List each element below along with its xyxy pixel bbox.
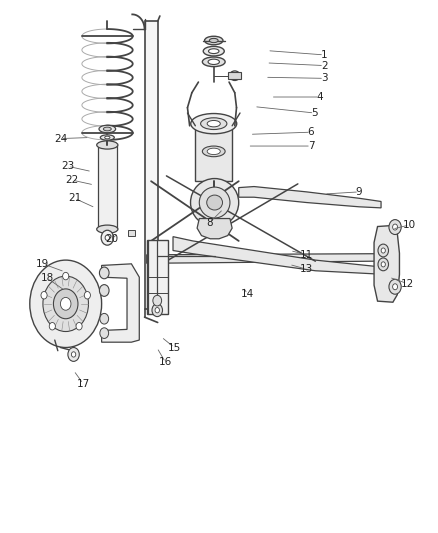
Circle shape [60,297,71,310]
Circle shape [389,220,401,235]
Circle shape [378,258,389,271]
Text: 12: 12 [401,279,414,288]
Circle shape [155,308,159,313]
Polygon shape [197,219,232,239]
Ellipse shape [205,36,223,45]
Text: 11: 11 [300,250,313,260]
Ellipse shape [230,71,240,80]
Text: 13: 13 [300,264,313,274]
Ellipse shape [202,57,225,67]
Ellipse shape [208,59,219,64]
Ellipse shape [97,225,118,233]
Ellipse shape [209,38,218,43]
Circle shape [43,276,88,332]
Circle shape [41,292,47,299]
Ellipse shape [207,195,223,210]
Text: 10: 10 [403,220,416,230]
Circle shape [152,304,162,317]
Circle shape [392,284,398,290]
Polygon shape [239,187,381,208]
Circle shape [63,272,69,280]
Text: 14: 14 [241,289,254,299]
Text: 1: 1 [321,50,328,60]
Polygon shape [98,145,117,229]
Circle shape [68,348,79,361]
Circle shape [100,313,109,324]
Circle shape [378,244,389,257]
Text: 7: 7 [307,141,314,151]
Circle shape [105,235,110,240]
Circle shape [389,279,401,294]
Ellipse shape [103,127,111,131]
Text: 15: 15 [168,343,181,352]
Ellipse shape [100,135,114,140]
Ellipse shape [199,187,230,218]
Text: 8: 8 [206,218,213,228]
Ellipse shape [105,136,110,139]
Ellipse shape [201,118,227,130]
Polygon shape [173,237,377,274]
Ellipse shape [208,49,219,54]
Circle shape [101,230,113,245]
Polygon shape [147,254,377,263]
Circle shape [392,224,398,230]
Text: 16: 16 [159,358,172,367]
Circle shape [99,285,109,296]
Text: 4: 4 [316,92,323,102]
Text: 19: 19 [36,259,49,269]
Polygon shape [228,72,241,79]
Text: 20: 20 [105,234,118,244]
Circle shape [100,328,109,338]
Ellipse shape [191,114,237,134]
Ellipse shape [202,146,225,157]
Text: 17: 17 [77,379,90,389]
Ellipse shape [99,125,116,133]
Circle shape [84,292,90,299]
Circle shape [381,248,385,253]
Text: 22: 22 [66,175,79,185]
Circle shape [30,260,102,348]
Polygon shape [195,126,232,181]
Text: 9: 9 [356,187,363,197]
Text: 21: 21 [68,193,81,203]
Text: 18: 18 [41,273,54,283]
Text: 2: 2 [321,61,328,70]
Circle shape [99,267,109,279]
Circle shape [153,295,162,306]
Ellipse shape [191,179,239,227]
Circle shape [53,289,78,319]
Ellipse shape [207,120,220,127]
Circle shape [381,262,385,267]
Polygon shape [145,21,158,309]
Text: 5: 5 [311,108,318,118]
Ellipse shape [207,148,220,155]
Text: 6: 6 [307,127,314,137]
Text: 24: 24 [54,134,67,143]
Text: 23: 23 [61,161,74,171]
Polygon shape [147,240,168,314]
Ellipse shape [203,46,224,56]
Polygon shape [102,264,139,342]
Circle shape [76,322,82,330]
Polygon shape [128,230,135,236]
Circle shape [49,322,55,330]
Ellipse shape [97,141,118,149]
Text: 3: 3 [321,74,328,83]
Circle shape [71,352,76,357]
Polygon shape [374,225,399,302]
